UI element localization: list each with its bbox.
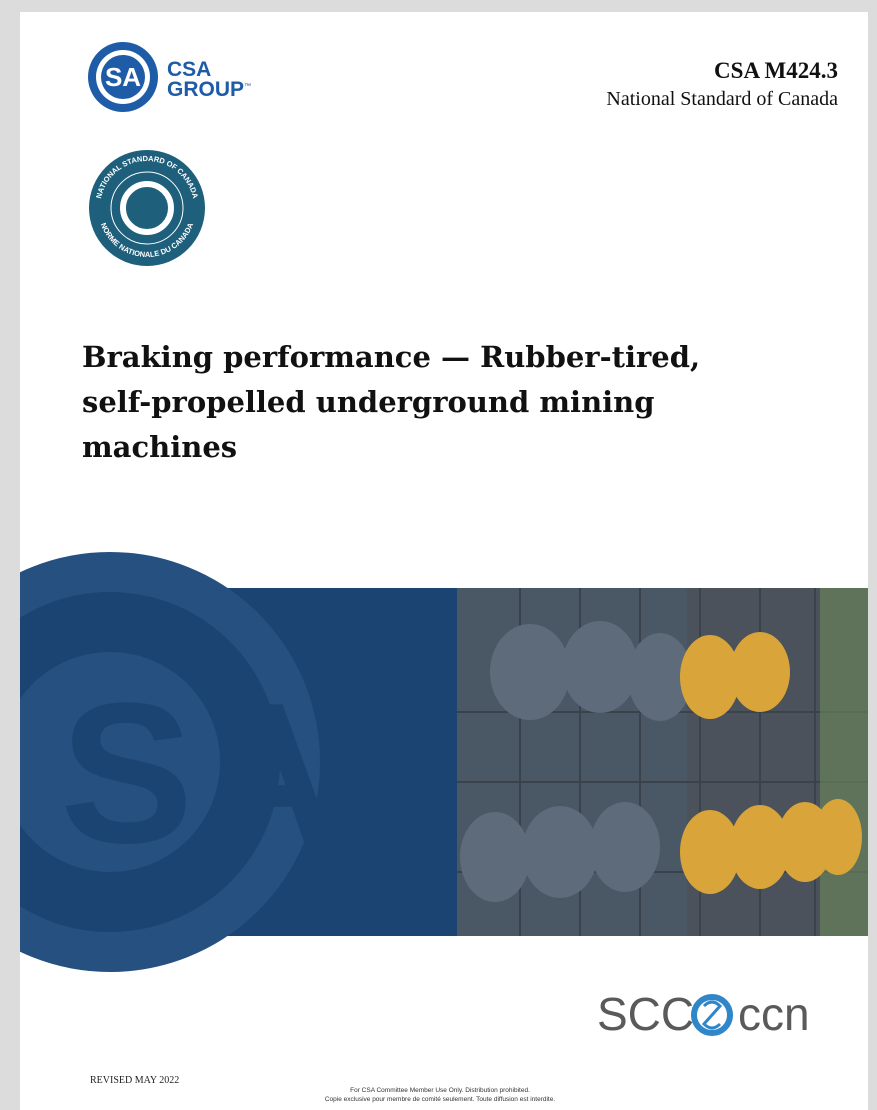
footer-notice: For CSA Committee Member Use Only. Distr… bbox=[240, 1086, 640, 1104]
partner-left: SCC bbox=[597, 988, 694, 1040]
title-line: Braking performance — Rubber-tired, bbox=[82, 340, 700, 374]
standard-id: CSA M424.3 bbox=[714, 58, 838, 84]
svg-text:SA: SA bbox=[60, 662, 338, 885]
notice-line: For CSA Committee Member Use Only. Distr… bbox=[240, 1086, 640, 1095]
title-line: self-propelled underground mining bbox=[82, 385, 655, 419]
title-line: machines bbox=[82, 430, 237, 464]
banner: SA bbox=[20, 572, 868, 952]
document: SA CSA GROUP ™ NATIONAL STANDARD OF CANA… bbox=[0, 0, 877, 1110]
standard-kind: National Standard of Canada bbox=[606, 88, 838, 111]
partner-logo: SCC CCN bbox=[597, 988, 810, 1040]
seal: NATIONAL STANDARD OF CANADA NORME NATION… bbox=[89, 150, 205, 266]
partner-right: CCN bbox=[738, 988, 810, 1040]
logo-sub: GROUP bbox=[167, 78, 244, 101]
notice-line: Copie exclusive pour membre de comité se… bbox=[240, 1095, 640, 1104]
svg-text:SA: SA bbox=[105, 62, 141, 92]
page-graphics: SA CSA GROUP ™ NATIONAL STANDARD OF CANA… bbox=[20, 12, 868, 1110]
csa-logo: SA CSA GROUP ™ bbox=[88, 42, 251, 112]
revised-date: REVISED MAY 2022 bbox=[90, 1075, 179, 1086]
page: SA CSA GROUP ™ NATIONAL STANDARD OF CANA… bbox=[20, 12, 868, 1110]
logo-tm: ™ bbox=[244, 83, 251, 90]
